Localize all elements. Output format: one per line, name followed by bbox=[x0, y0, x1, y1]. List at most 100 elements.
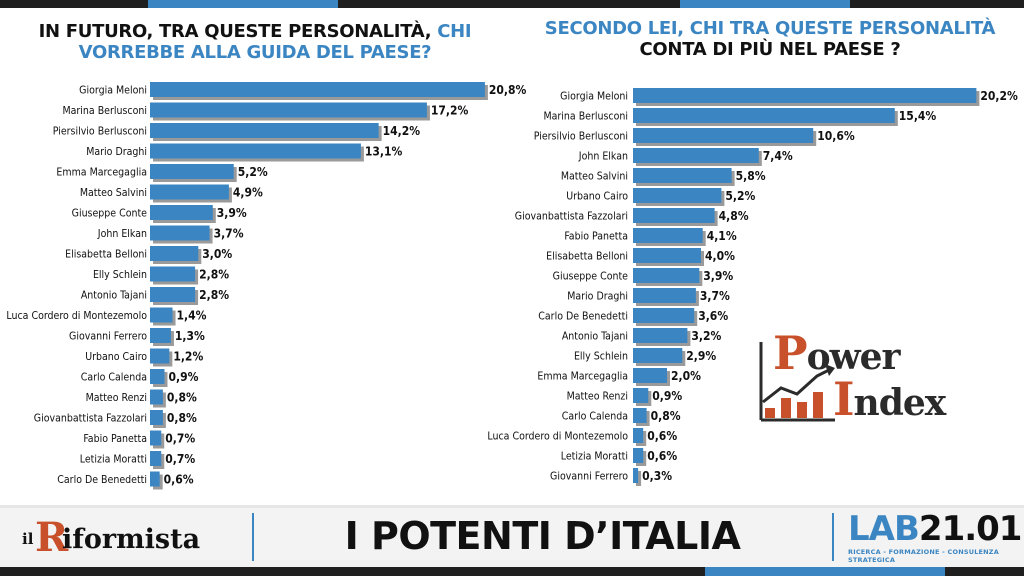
left-category-label: Giovanni Ferrero bbox=[69, 331, 147, 343]
left-bar bbox=[150, 410, 163, 425]
left-value-label: 14,2% bbox=[383, 124, 421, 138]
bar-charts: Giorgia Meloni 20,8% Marina Berlusconi 17,2… bbox=[6, 82, 1018, 490]
right-bar bbox=[633, 148, 759, 163]
right-category-label: Antonio Tajani bbox=[562, 331, 628, 343]
left-bar bbox=[150, 143, 361, 159]
left-category-label: Matteo Renzi bbox=[86, 392, 147, 404]
top-frame-accent-right bbox=[680, 0, 850, 8]
left-bar bbox=[150, 266, 196, 282]
right-category-label: Carlo Calenda bbox=[562, 411, 628, 423]
left-category-label: Antonio Tajani bbox=[81, 290, 147, 302]
right-bar-shadow bbox=[636, 471, 642, 486]
right-category-label: Matteo Renzi bbox=[567, 391, 628, 403]
left-category-label: Matteo Salvini bbox=[80, 187, 147, 199]
right-value-label: 0,3% bbox=[642, 469, 672, 483]
right-category-label: Giorgia Meloni bbox=[560, 91, 628, 103]
right-bar bbox=[633, 308, 695, 323]
right-bar bbox=[633, 128, 814, 143]
power-word: Power bbox=[773, 326, 900, 380]
right-category-label: Marina Berlusconi bbox=[543, 111, 628, 123]
right-value-label: 2,0% bbox=[671, 369, 701, 383]
left-category-label: Piersilvio Berlusconi bbox=[53, 126, 147, 138]
right-value-label: 20,2% bbox=[980, 89, 1018, 103]
right-category-label: John Elkan bbox=[578, 151, 628, 163]
right-category-label: Giuseppe Conte bbox=[553, 271, 629, 283]
left-value-label: 0,9% bbox=[168, 370, 198, 384]
power-index-logo: Power Index bbox=[755, 322, 980, 432]
left-bar bbox=[150, 348, 170, 364]
growth-chart-icon bbox=[759, 342, 835, 422]
right-value-label: 2,9% bbox=[686, 349, 716, 363]
left-value-label: 0,8% bbox=[167, 411, 197, 425]
left-category-label: Giorgia Meloni bbox=[79, 85, 147, 97]
left-category-label: Elisabetta Belloni bbox=[65, 249, 147, 261]
right-title-blue: SECONDO LEI, CHI TRA QUESTE PERSONALITÀ bbox=[544, 18, 996, 39]
left-bar bbox=[150, 246, 199, 261]
left-category-label: Urbano Cairo bbox=[85, 351, 147, 363]
left-bar bbox=[150, 205, 213, 220]
right-bar bbox=[633, 268, 700, 283]
right-category-label: Matteo Salvini bbox=[561, 171, 628, 183]
left-category-label: Carlo De Benedetti bbox=[57, 474, 147, 486]
left-value-label: 3,7% bbox=[214, 227, 244, 241]
right-value-label: 3,9% bbox=[703, 269, 733, 283]
left-value-label: 4,9% bbox=[233, 186, 263, 200]
left-category-label: John Elkan bbox=[97, 228, 147, 240]
right-bar bbox=[633, 228, 703, 243]
top-frame-accent bbox=[148, 0, 338, 8]
right-category-label: Luca Cordero di Montezemolo bbox=[487, 431, 628, 443]
left-category-label: Marina Berlusconi bbox=[62, 105, 147, 117]
bottom-frame bbox=[0, 567, 1024, 576]
right-value-label: 0,6% bbox=[647, 449, 677, 463]
right-bar bbox=[633, 348, 683, 363]
right-category-label: Fabio Panetta bbox=[564, 231, 628, 243]
left-bar bbox=[150, 451, 162, 466]
left-title-blue-1: CHI bbox=[437, 21, 472, 42]
left-bar bbox=[150, 369, 165, 384]
right-bar bbox=[633, 208, 715, 223]
right-value-label: 4,8% bbox=[719, 209, 749, 223]
right-category-label: Carlo De Benedetti bbox=[538, 311, 628, 323]
index-word: Index bbox=[833, 372, 946, 426]
right-value-label: 5,8% bbox=[736, 169, 766, 183]
right-category-label: Elisabetta Belloni bbox=[546, 251, 628, 263]
left-value-label: 2,8% bbox=[199, 268, 229, 282]
right-value-label: 4,1% bbox=[707, 229, 737, 243]
main-title: I POTENTI D’ITALIA bbox=[344, 514, 741, 558]
right-bar bbox=[633, 368, 667, 383]
left-bar bbox=[150, 389, 163, 405]
left-title-blue-2: VORREBBE ALLA GUIDA DEL PAESE? bbox=[78, 42, 432, 63]
footer-separator-right bbox=[832, 513, 834, 561]
right-category-label: Elly Schlein bbox=[574, 351, 628, 363]
left-category-label: Giuseppe Conte bbox=[72, 208, 148, 220]
left-category-label: Giovanbattista Fazzolari bbox=[34, 413, 147, 425]
right-bar bbox=[633, 248, 701, 263]
left-bar bbox=[150, 164, 234, 179]
right-value-label: 15,4% bbox=[899, 109, 937, 123]
left-category-label: Luca Cordero di Montezemolo bbox=[6, 310, 147, 322]
left-value-label: 0,8% bbox=[167, 391, 197, 405]
right-bar bbox=[633, 88, 977, 103]
right-bar bbox=[633, 108, 895, 123]
right-value-label: 10,6% bbox=[817, 129, 855, 143]
right-value-label: 0,9% bbox=[652, 389, 682, 403]
footer-band bbox=[0, 508, 1024, 567]
right-category-label: Mario Draghi bbox=[567, 291, 628, 303]
right-chart-title: SECONDO LEI, CHI TRA QUESTE PERSONALITÀ … bbox=[530, 18, 1010, 60]
left-bar bbox=[150, 225, 210, 241]
left-value-label: 17,2% bbox=[431, 104, 469, 118]
left-bar bbox=[150, 287, 196, 302]
right-bar bbox=[633, 448, 644, 463]
left-value-label: 1,4% bbox=[177, 309, 207, 323]
right-value-label: 7,4% bbox=[763, 149, 793, 163]
right-bar bbox=[633, 328, 688, 343]
left-category-label: Elly Schlein bbox=[93, 269, 147, 281]
left-value-label: 1,2% bbox=[173, 350, 203, 364]
left-value-label: 13,1% bbox=[365, 145, 403, 159]
left-title-dark: IN FUTURO, TRA QUESTE PERSONALITÀ, bbox=[38, 21, 432, 42]
right-bar bbox=[633, 188, 722, 203]
right-bar bbox=[633, 388, 649, 403]
left-category-label: Letizia Moratti bbox=[80, 454, 147, 466]
right-bar bbox=[633, 428, 644, 443]
right-category-label: Letizia Moratti bbox=[561, 451, 628, 463]
